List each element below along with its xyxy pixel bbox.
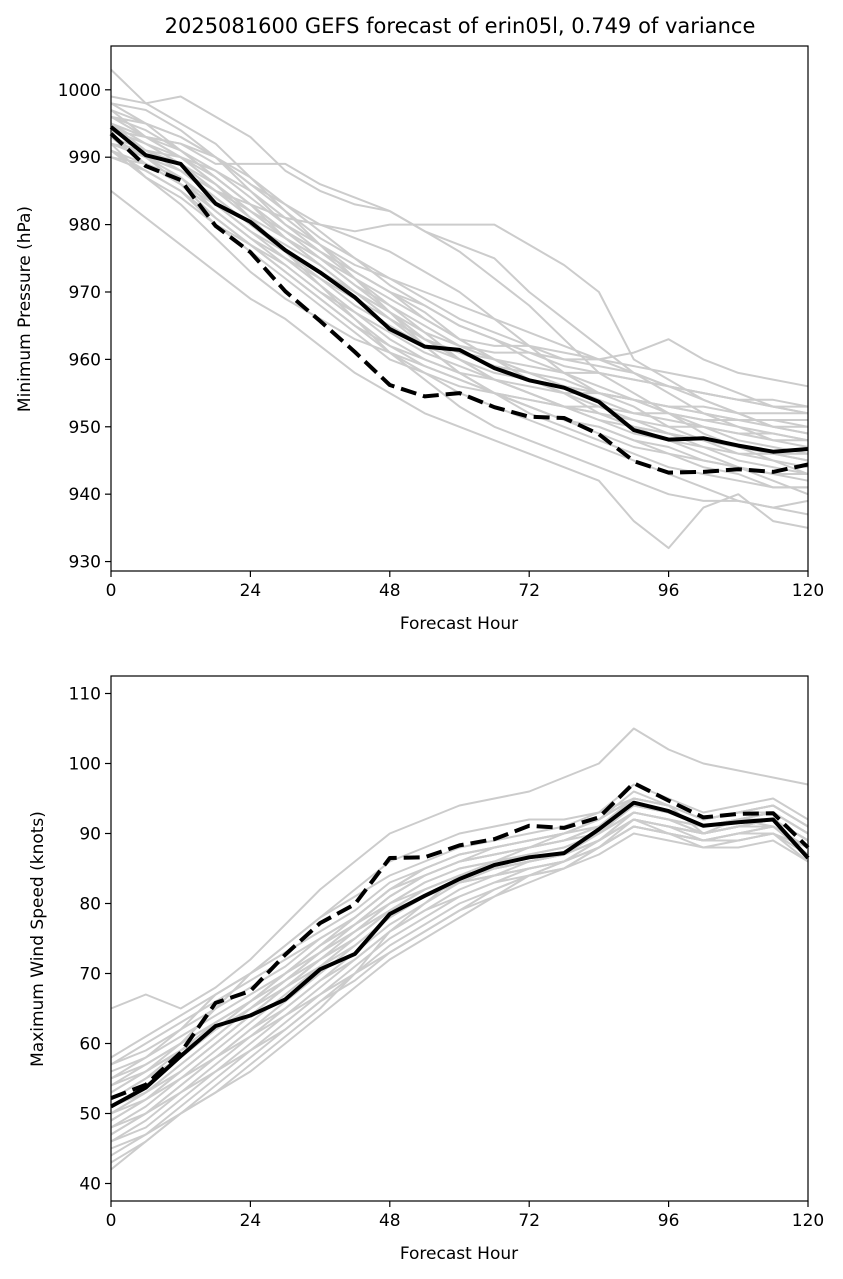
pressure-member-line-22: [110, 122, 809, 415]
wind-x-tick-label: 96: [658, 1211, 680, 1231]
pressure-x-tick-label: 48: [379, 581, 401, 601]
pressure-member-line-6: [110, 190, 809, 550]
wind-y-tick-label: 100: [69, 755, 101, 775]
pressure-member-line-9: [110, 115, 809, 509]
wind-y-tick-label: 70: [79, 965, 101, 985]
wind-x-axis-label: Forecast Hour: [400, 1244, 518, 1264]
pressure-y-tick-label: 990: [69, 148, 101, 168]
wind-panel: 40 50 60 70 80 90 100 110 0 24 48 72 96 120 Forecast…: [28, 675, 824, 1264]
pressure-y-tick-label: 960: [69, 350, 101, 370]
wind-y-axis-label: Maximum Wind Speed (knots): [28, 811, 48, 1067]
pressure-y-tick-label: 930: [69, 553, 101, 573]
pressure-member-line-21: [110, 142, 808, 475]
pressure-y-axis-label: Minimum Pressure (hPa): [15, 206, 35, 412]
wind-series-lines: [110, 781, 810, 1109]
pressure-member-line-24: [110, 149, 808, 421]
pressure-y-ticks: 930 940 950 960 970 980 990 1000: [58, 81, 111, 573]
pressure-member-line-29: [110, 136, 809, 455]
pressure-x-axis-label: Forecast Hour: [400, 614, 518, 634]
pressure-x-tick-label: 72: [518, 581, 540, 601]
wind-x-tick-label: 72: [518, 1211, 540, 1231]
pressure-x-tick-label: 24: [240, 581, 262, 601]
pressure-y-tick-label: 950: [69, 418, 101, 438]
wind-member-line-28: [110, 832, 809, 1164]
wind-member-line-30: [110, 797, 809, 1108]
wind-member-line-21: [110, 825, 809, 1136]
wind-y-tick-label: 110: [69, 685, 101, 705]
wind-y-tick-label: 40: [79, 1175, 101, 1195]
pressure-member-lines: [110, 68, 809, 550]
wind-x-tick-label: 48: [379, 1211, 401, 1231]
pressure-y-tick-label: 970: [69, 283, 101, 303]
pressure-member-line-28: [110, 102, 809, 475]
pressure-series-lines: [109, 125, 809, 475]
pressure-y-tick-label: 940: [69, 485, 101, 505]
wind-x-tick-label: 120: [792, 1211, 824, 1231]
pressure-member-line-15: [110, 136, 809, 388]
pressure-dashed-line: [109, 132, 809, 475]
pressure-panel: 930 940 950 960 970 980 990 1000 0 24 48 72 96 120 F…: [15, 45, 824, 634]
wind-y-ticks: 40 50 60 70 80 90 100 110: [69, 685, 111, 1195]
pressure-x-tick-label: 120: [792, 581, 824, 601]
wind-solid-line: [110, 800, 810, 1109]
wind-member-line-1: [110, 727, 809, 1010]
wind-x-tick-label: 0: [106, 1211, 117, 1231]
wind-x-ticks: 0 24 48 72 96 120: [106, 1201, 824, 1231]
pressure-solid-line: [109, 125, 809, 454]
pressure-x-tick-label: 96: [658, 581, 680, 601]
pressure-y-tick-label: 980: [69, 216, 101, 236]
pressure-y-tick-label: 1000: [58, 81, 101, 101]
chart-title: 2025081600 GEFS forecast of erin05l, 0.7…: [165, 14, 756, 38]
wind-member-line-25: [110, 811, 809, 1143]
wind-dashed-line: [110, 781, 810, 1100]
wind-member-lines: [110, 727, 809, 1171]
pressure-member-line-30: [110, 122, 809, 435]
wind-x-tick-label: 24: [240, 1211, 262, 1231]
pressure-x-ticks: 0 24 48 72 96 120: [106, 571, 824, 601]
wind-y-tick-label: 80: [79, 895, 101, 915]
wind-y-tick-label: 60: [79, 1035, 101, 1055]
pressure-x-tick-label: 0: [106, 581, 117, 601]
wind-y-tick-label: 50: [79, 1105, 101, 1125]
pressure-member-line-27: [110, 142, 808, 428]
wind-y-tick-label: 90: [79, 825, 101, 845]
pressure-axes-frame: [110, 45, 809, 572]
wind-axes-frame: [110, 675, 809, 1202]
